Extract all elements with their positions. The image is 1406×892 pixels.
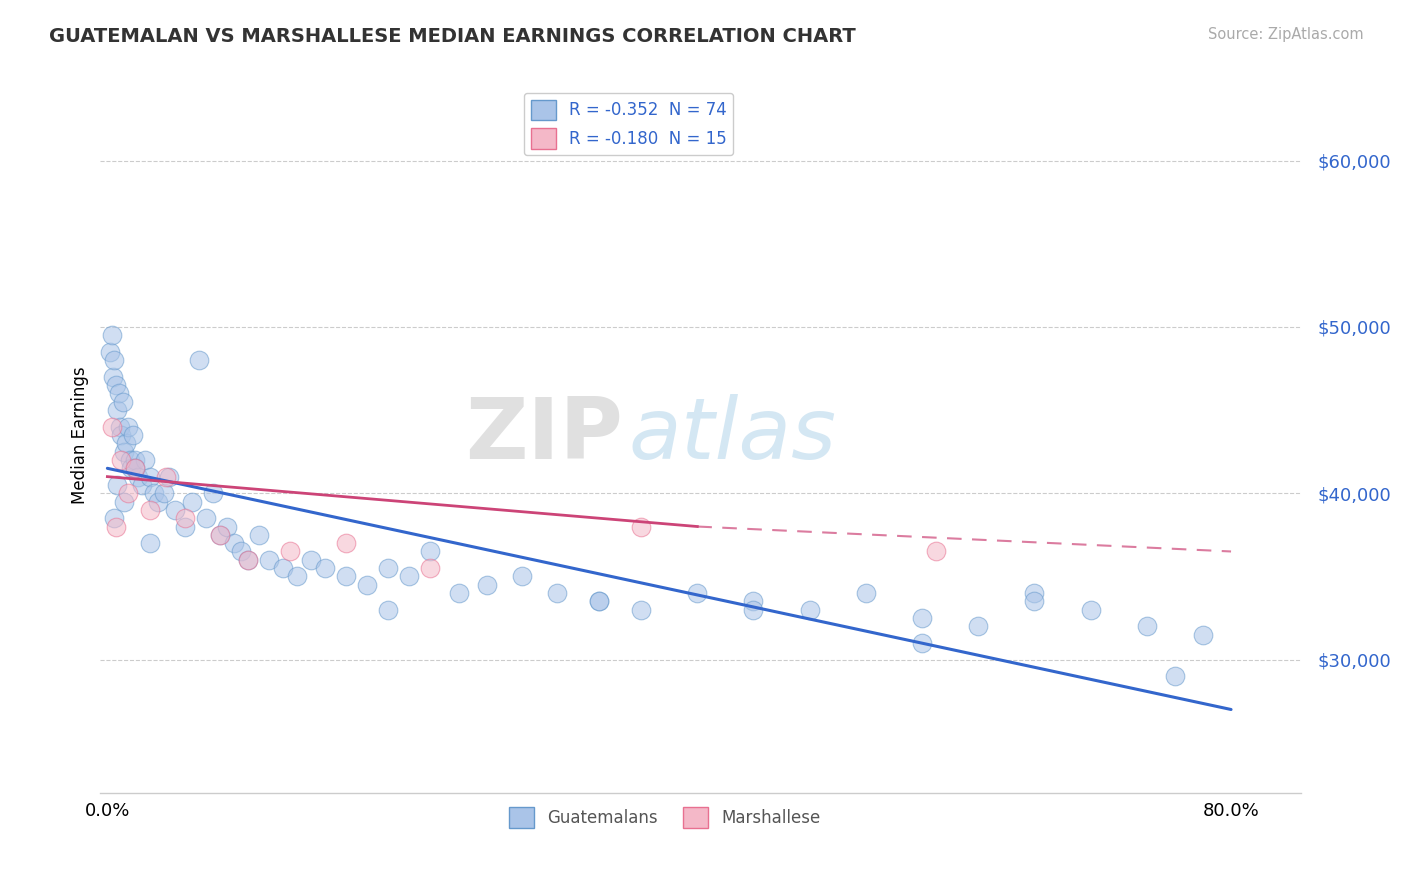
Point [110,453,132,467]
Point [187,353,209,368]
Point [377,603,399,617]
Point [142,486,165,500]
Point [108,419,131,434]
Point [925,544,948,558]
Point [107,386,129,401]
Point [157,469,180,483]
Point [117,419,139,434]
Point [112,494,135,508]
Point [138,469,160,483]
Point [236,553,259,567]
Point [138,503,160,517]
Point [314,561,336,575]
Point [546,586,568,600]
Point [110,428,132,442]
Point [686,586,709,600]
Point [173,519,195,533]
Point [201,486,224,500]
Point [1192,627,1215,641]
Point [146,494,169,508]
Point [236,553,259,567]
Point [121,428,143,442]
Point [120,461,142,475]
Text: GUATEMALAN VS MARSHALLESE MEDIAN EARNINGS CORRELATION CHART: GUATEMALAN VS MARSHALLESE MEDIAN EARNING… [49,27,856,45]
Point [208,528,231,542]
Point [112,444,135,458]
Point [100,419,122,434]
Point [1136,619,1159,633]
Point [447,586,470,600]
Point [967,619,990,633]
Point [155,469,177,483]
Point [377,561,399,575]
Y-axis label: Median Earnings: Median Earnings [72,367,89,504]
Point [215,519,238,533]
Point [356,578,378,592]
Point [105,478,128,492]
Point [271,561,294,575]
Point [222,536,245,550]
Point [911,611,934,625]
Point [630,603,652,617]
Point [285,569,308,583]
Point [588,594,610,608]
Point [131,478,153,492]
Point [100,328,122,343]
Text: atlas: atlas [628,393,837,476]
Point [101,369,124,384]
Point [124,461,146,475]
Point [194,511,217,525]
Point [114,436,136,450]
Point [419,544,441,558]
Point [630,519,652,533]
Legend: Guatemalans, Marshallese: Guatemalans, Marshallese [502,801,827,834]
Point [105,403,128,417]
Point [257,553,280,567]
Point [335,569,357,583]
Point [278,544,301,558]
Point [419,561,441,575]
Point [475,578,498,592]
Point [127,469,149,483]
Point [911,636,934,650]
Point [1024,594,1046,608]
Point [104,378,127,392]
Point [510,569,533,583]
Point [124,461,146,475]
Point [335,536,357,550]
Point [98,344,121,359]
Point [173,511,195,525]
Point [134,453,156,467]
Point [1024,586,1046,600]
Text: ZIP: ZIP [465,393,623,476]
Point [1080,603,1102,617]
Point [1164,669,1187,683]
Point [742,594,765,608]
Point [799,603,821,617]
Point [124,453,146,467]
Point [180,494,202,508]
Point [104,519,127,533]
Point [247,528,270,542]
Point [103,511,125,525]
Text: Source: ZipAtlas.com: Source: ZipAtlas.com [1208,27,1364,42]
Point [208,528,231,542]
Point [138,536,160,550]
Point [588,594,610,608]
Point [111,394,134,409]
Point [117,486,139,500]
Point [299,553,322,567]
Point [742,603,765,617]
Point [103,353,125,368]
Point [152,486,174,500]
Point [855,586,877,600]
Point [229,544,252,558]
Point [398,569,420,583]
Point [163,503,186,517]
Point [118,453,141,467]
